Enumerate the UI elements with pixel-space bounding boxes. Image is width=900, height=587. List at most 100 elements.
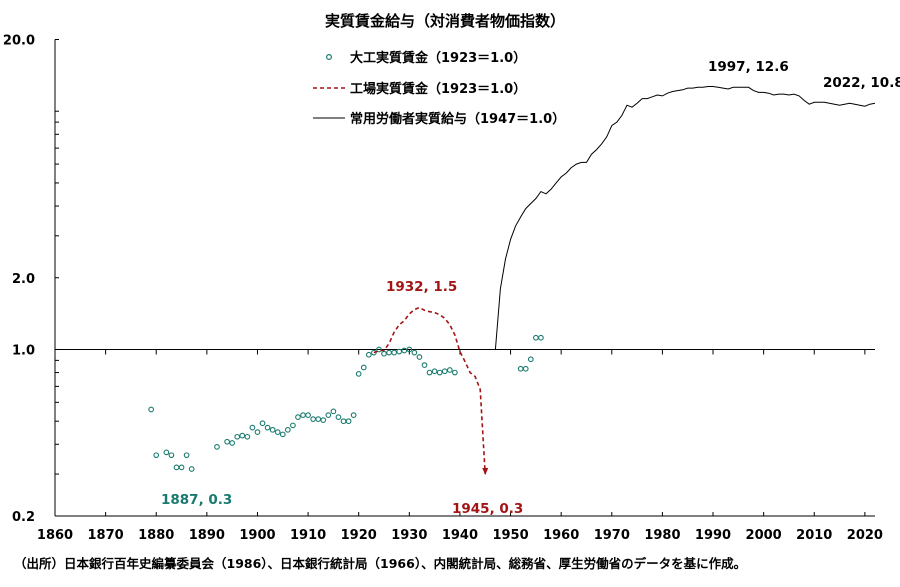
carpenter-point (527, 356, 534, 363)
carpenter-point (173, 464, 180, 471)
carpenter-point (269, 426, 276, 433)
regular-worker-line (494, 86, 876, 350)
carpenter-point (517, 365, 524, 372)
x-tick-label: 1980 (644, 528, 680, 543)
y-tick-label: 1.0 (12, 343, 35, 358)
y-tick-label: 0.2 (12, 510, 35, 525)
x-tick-label: 1960 (543, 528, 579, 543)
carpenter-point (376, 346, 382, 353)
carpenter-point (340, 418, 347, 425)
carpenter-point (183, 452, 190, 459)
carpenter-point (244, 433, 251, 440)
carpenter-point (259, 420, 266, 427)
carpenter-point (300, 412, 306, 419)
x-tick-label: 2010 (796, 528, 832, 543)
carpenter-point (163, 449, 170, 456)
x-tick-label: 1920 (341, 528, 377, 543)
factory-wage-line (373, 306, 486, 475)
carpenter-point (401, 347, 408, 354)
x-tick-label: 1930 (391, 528, 427, 543)
carpenter-point (178, 464, 185, 471)
carpenter-point (522, 365, 529, 372)
tick-labels: 0.2 1.0 2.0 20.0 1860 1870 1880 1890 1900 1910 192… (3, 34, 883, 544)
legend-label-factory: 工場実質賃金（1923＝1.0） (350, 81, 526, 97)
carpenter-point (234, 433, 241, 440)
carpenter-point (391, 349, 397, 356)
x-tick-label: 2000 (746, 528, 782, 543)
axes (54, 39, 875, 517)
source-note: （出所）日本銀行百年史編纂委員会（1986）、日本銀行統計局（1966）、内閣統… (14, 556, 746, 571)
carpenter-point (264, 424, 271, 431)
carpenter-point (290, 422, 296, 429)
carpenter-point (436, 369, 443, 376)
carpenter-point (284, 426, 291, 433)
carpenter-point (214, 444, 220, 450)
carpenter-point (355, 371, 362, 377)
carpenter-point (148, 406, 155, 413)
carpenter-point (249, 424, 256, 431)
carpenter-point (325, 412, 332, 419)
x-tick-label: 2020 (847, 528, 883, 543)
legend-label-carpenter: 大工実質賃金（1923＝1.0） (350, 50, 526, 66)
legend-marker-carpenter (326, 53, 333, 60)
carpenter-point (441, 368, 448, 375)
carpenter-point (431, 368, 438, 375)
carpenter-point (371, 349, 377, 356)
x-tick-label: 1940 (442, 528, 478, 543)
carpenter-point (406, 346, 413, 353)
carpenter-point (350, 412, 357, 419)
x-tick-label: 1970 (594, 528, 630, 543)
x-tick-label: 1880 (138, 528, 174, 543)
carpenter-point (274, 429, 281, 435)
carpenter-point (168, 452, 175, 459)
carpenter-point (426, 369, 433, 376)
carpenter-point (188, 466, 195, 472)
carpenter-point (538, 334, 544, 341)
carpenter-point (381, 350, 387, 357)
legend: 大工実質賃金（1923＝1.0） 工場実質賃金（1923＝1.0） 常用労働者実… (313, 50, 565, 127)
carpenter-point (295, 414, 301, 420)
carpenter-point (310, 416, 316, 422)
carpenter-point (446, 367, 453, 373)
carpenter-point (386, 349, 392, 356)
x-tick-label: 1860 (37, 528, 73, 543)
carpenter-point (330, 408, 337, 415)
factory-arrowhead (482, 468, 489, 476)
x-tick-label: 1950 (492, 528, 528, 543)
carpenter-point (335, 414, 342, 420)
carpenter-point (533, 334, 539, 341)
carpenter-point (224, 438, 230, 445)
carpenter-point (411, 349, 418, 356)
plot-area (148, 86, 876, 476)
annotation-regular-1997: 1997, 12.6 (708, 59, 789, 75)
carpenter-point (345, 418, 352, 425)
carpenter-point (305, 412, 311, 419)
legend-label-regular: 常用労働者実質給与（1947＝1.0） (350, 111, 565, 127)
x-tick-label: 1900 (239, 528, 275, 543)
annotation-regular-2022: 2022, 10.8 (823, 75, 900, 91)
carpenter-point (320, 417, 327, 424)
carpenter-point (396, 348, 403, 355)
annotation-carpenter-1887: 1887, 0.3 (161, 492, 232, 508)
x-tick-label: 1890 (189, 528, 225, 543)
carpenter-point (315, 416, 322, 422)
carpenter-point (153, 452, 160, 459)
carpenter-point (229, 440, 236, 446)
carpenter-point (365, 351, 372, 358)
x-tick-label: 1990 (695, 528, 731, 543)
carpenter-point (421, 362, 428, 368)
chart-title: 実質賃金給与（対消費者物価指数） (325, 12, 565, 30)
x-tick-label: 1870 (88, 528, 124, 543)
x-tick-label: 1910 (290, 528, 326, 543)
y-tick-label: 20.0 (3, 34, 35, 49)
carpenter-point (452, 369, 458, 376)
annotation-factory-1945: 1945, 0.3 (452, 501, 523, 517)
y-tick-label: 2.0 (12, 272, 35, 287)
carpenter-point (416, 354, 423, 360)
annotation-factory-1932: 1932, 1.5 (386, 279, 457, 295)
carpenter-point (239, 432, 246, 439)
carpenter-point (360, 364, 367, 371)
carpenter-point (254, 429, 261, 435)
carpenter-point (279, 431, 286, 438)
